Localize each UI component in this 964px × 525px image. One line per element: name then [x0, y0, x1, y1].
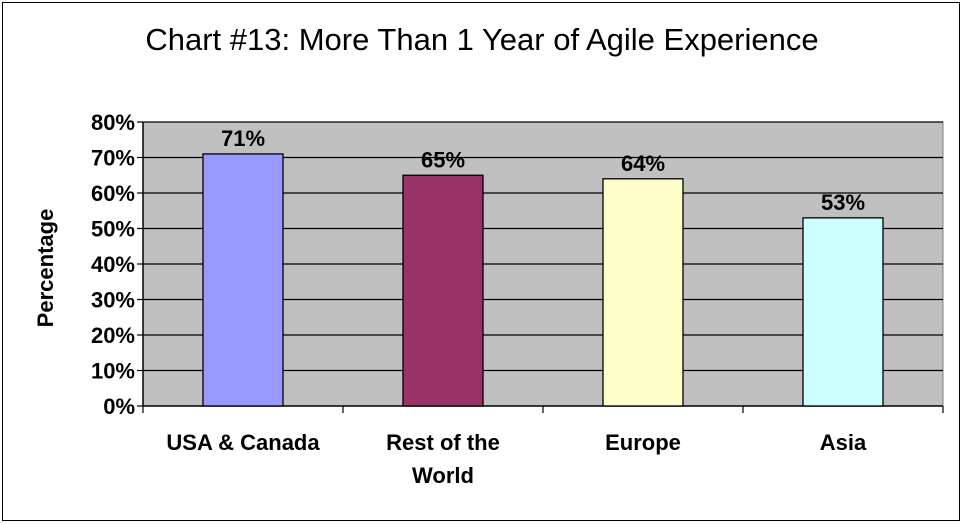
y-tick-label: 70% — [91, 146, 135, 171]
data-label: 64% — [621, 151, 665, 176]
bar — [602, 178, 684, 407]
y-tick-label: 40% — [91, 252, 135, 277]
data-label: 53% — [821, 190, 865, 215]
data-label: 65% — [421, 147, 465, 172]
x-tick-label: Asia — [820, 430, 867, 455]
data-label: 71% — [221, 126, 265, 151]
bar — [802, 217, 884, 407]
y-tick-label: 30% — [91, 288, 135, 313]
x-tick-label: World — [412, 463, 474, 488]
chart-title: Chart #13: More Than 1 Year of Agile Exp… — [145, 22, 818, 57]
y-tick-label: 80% — [91, 110, 135, 135]
x-tick-label: Rest of the — [386, 430, 500, 455]
y-tick-label: 0% — [103, 394, 135, 419]
y-tick-label: 50% — [91, 217, 135, 242]
y-tick-label: 20% — [91, 323, 135, 348]
plot-area: 0% 10% 20% 30% 40% 50% 60% 70% 80% 71% USA & Canad… — [91, 110, 944, 488]
y-tick-label: 10% — [91, 359, 135, 384]
x-tick-label: USA & Canada — [166, 430, 320, 455]
x-tick-label: Europe — [605, 430, 681, 455]
y-axis-label: Percentage — [33, 209, 58, 328]
bar — [202, 153, 284, 407]
bar — [402, 174, 484, 407]
y-tick-label: 60% — [91, 181, 135, 206]
